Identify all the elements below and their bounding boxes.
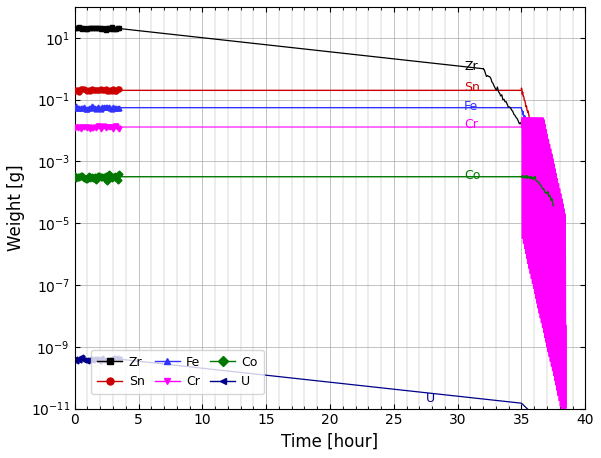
Y-axis label: Weight [g]: Weight [g]: [7, 164, 25, 251]
Legend: Zr, Sn, Fe, Cr, Co, U: Zr, Sn, Fe, Cr, Co, U: [91, 349, 264, 394]
X-axis label: Time [hour]: Time [hour]: [281, 433, 379, 451]
Text: Co: Co: [464, 169, 480, 182]
Text: U: U: [426, 392, 435, 404]
Text: Fe: Fe: [464, 100, 478, 113]
Text: Cr: Cr: [464, 118, 478, 131]
Text: Zr: Zr: [464, 60, 478, 73]
Text: Sn: Sn: [464, 82, 480, 94]
